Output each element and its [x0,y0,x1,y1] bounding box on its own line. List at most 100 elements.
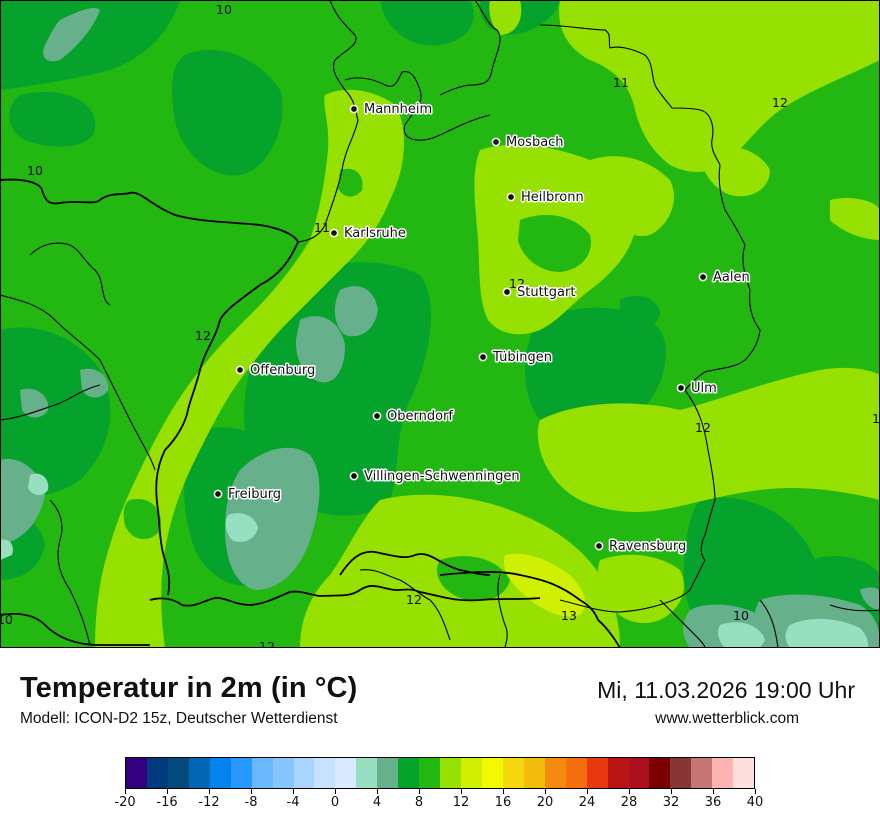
colorbar-tick [334,789,336,794]
colorbar-segment [230,758,252,788]
colorbar-segment [502,758,524,788]
colorbar-segment [146,758,168,788]
city-dot-icon [349,104,359,114]
contour-label: 11 [314,220,330,235]
colorbar-segment [461,758,482,788]
colorbar-segment [314,758,336,788]
colorbar-segment [481,758,503,788]
contour-label: 1 [872,411,880,426]
contour-label: 12 [259,639,275,648]
colorbar-segment [126,758,147,788]
colorbar-tick-label: 12 [452,795,470,810]
colorbar-segment [544,758,566,788]
forecast-datetime: Mi, 11.03.2026 19:00 Uhr [597,677,855,703]
city-dot-icon [213,489,223,499]
colorbar-tick-label: 4 [372,795,382,810]
colorbar-segment [691,758,713,788]
city-label: Mosbach [506,135,564,150]
city-marker: Freiburg [213,486,283,504]
colorbar-tick [460,789,462,794]
zone-2-4 [0,473,869,648]
city-marker: Karlsruhe [329,225,407,243]
temperature-map: 10 10 11 11 12 12 12 12 1 12 13 10 10 12 Mannheim Mosb… [0,0,880,648]
website-link[interactable]: www.wetterblick.com [655,710,799,727]
city-dot-icon [329,228,339,238]
colorbar-tick-label: -16 [156,795,178,810]
city-dot-icon [491,137,501,147]
city-marker: Ulm [676,380,718,398]
colorbar-segment [523,758,545,788]
contour-label: 12 [695,420,711,435]
city-label: Karlsruhe [344,226,406,241]
colorbar-segment [712,758,734,788]
colorbar-tick-label: 8 [414,795,424,810]
city-marker: Tübingen [478,349,554,367]
colorbar-tick [628,789,630,794]
colorbar-tick [166,789,168,794]
colorbar-segment [733,758,755,788]
colorbar-tick-label: 16 [494,795,512,810]
colorbar-segment [607,758,629,788]
colorbar-tick [292,789,294,794]
contour-label: 12 [195,328,211,343]
colorbar-tick-label: 24 [578,795,596,810]
city-label: Oberndorf [387,409,453,424]
city-dot-icon [506,192,516,202]
city-dot-icon [676,383,686,393]
city-dot-icon [349,471,359,481]
city-marker: Villingen-Schwenningen [349,468,521,486]
city-label: Heilbronn [521,190,584,205]
colorbar-tick [250,789,252,794]
colorbar-segment [272,758,294,788]
city-marker: Stuttgart [502,284,577,302]
colorbar-segment [167,758,189,788]
contour-label: 10 [27,163,43,178]
colorbar-segment [377,758,399,788]
colorbar-tick-label: -20 [114,795,136,810]
colorbar-tick-label: 36 [704,795,722,810]
colorbar-tick-label: -4 [286,795,300,810]
city-marker: Ravensburg [594,538,688,556]
city-marker: Aalen [698,269,751,287]
city-dot-icon [698,272,708,282]
city-label: Stuttgart [517,285,575,300]
city-marker: Oberndorf [372,408,455,426]
city-marker: Mosbach [491,134,565,152]
colorbar-segment [356,758,378,788]
map-title: Temperatur in 2m (in °C) [20,672,358,704]
colorbar-segment [188,758,210,788]
colorbar-segment [293,758,315,788]
contour-label: 12 [406,592,422,607]
colorbar-tick [544,789,546,794]
city-marker: Offenburg [235,362,317,380]
colorbar-tick-label: 20 [536,795,554,810]
city-label: Offenburg [250,363,315,378]
zone-8-10-islands [123,168,591,601]
colorbar-segment [398,758,420,788]
contour-label: 10 [0,612,13,627]
colorbar-tick [502,789,504,794]
colorbar-tick-label: -12 [198,795,220,810]
city-dot-icon [372,411,382,421]
colorbar-tick [754,789,756,794]
contour-label: 10 [216,2,232,17]
map-canvas: 10 10 11 11 12 12 12 12 1 12 13 10 10 12 Mannheim Mosb… [0,0,880,648]
colorbar-tick-label: -8 [244,795,258,810]
contour-labels: 10 10 11 11 12 12 12 12 1 12 13 10 10 12 [0,2,880,648]
city-dot-icon [235,365,245,375]
colorbar-tick [124,789,126,794]
colorbar-tick [670,789,672,794]
colorbar-segment [209,758,231,788]
city-label: Aalen [713,270,750,285]
city-label: Ulm [691,381,717,396]
contour-label: 10 [733,608,749,623]
colorbar-segment [565,758,587,788]
city-marker: Heilbronn [506,189,585,207]
colorbar-tick-label: 40 [746,795,764,810]
contour-label: 13 [561,608,577,623]
colorbar-segment [419,758,441,788]
city-label: Freiburg [228,487,281,502]
contour-label: 12 [509,276,525,291]
colorbar-segment [670,758,692,788]
colorbar-segment [649,758,671,788]
